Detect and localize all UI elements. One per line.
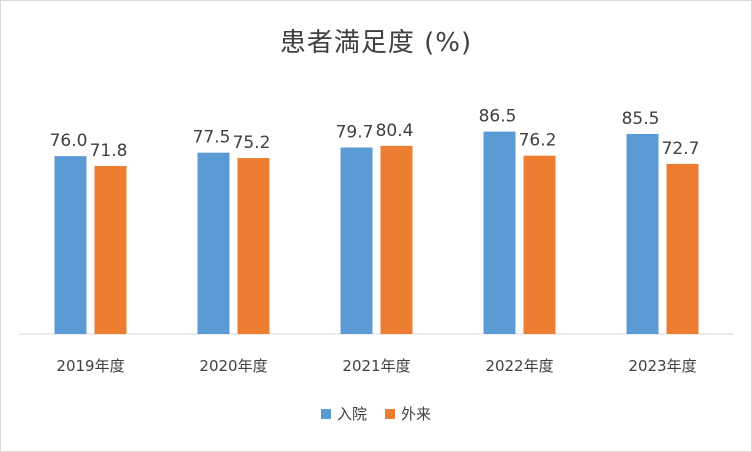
bar-outpatient-2 <box>380 145 413 334</box>
data-label-inpatient-2: 79.7 <box>336 123 374 143</box>
data-label-inpatient-4: 85.5 <box>622 109 660 129</box>
legend-item-outpatient: 外来 <box>385 403 431 424</box>
data-label-outpatient-4: 72.7 <box>662 139 700 159</box>
legend-label-inpatient: 入院 <box>336 405 367 423</box>
x-tick-label-3: 2022年度 <box>485 357 553 375</box>
bar-inpatient-4 <box>626 133 659 334</box>
bar-outpatient-3 <box>523 155 556 334</box>
bar-outpatient-4 <box>666 163 699 334</box>
data-label-inpatient-0: 76.0 <box>50 131 88 151</box>
x-tick-label-1: 2020年度 <box>199 357 267 375</box>
bar-inpatient-2 <box>340 147 373 334</box>
data-label-inpatient-1: 77.5 <box>193 128 231 148</box>
data-label-outpatient-1: 75.2 <box>233 133 271 153</box>
bar-inpatient-0 <box>54 156 87 334</box>
x-tick-label-0: 2019年度 <box>56 357 124 375</box>
bar-inpatient-3 <box>483 131 516 334</box>
legend-swatch-outpatient <box>385 408 395 419</box>
legend-swatch-inpatient <box>320 408 331 419</box>
x-tick-label-2: 2021年度 <box>342 357 410 375</box>
legend: 入院 外来 <box>0 403 752 424</box>
bar-inpatient-1 <box>197 152 230 334</box>
data-label-outpatient-0: 71.8 <box>90 141 128 161</box>
bar-outpatient-1 <box>237 158 270 334</box>
legend-label-outpatient: 外来 <box>401 405 432 423</box>
bar-outpatient-0 <box>94 165 127 334</box>
data-label-inpatient-3: 86.5 <box>479 107 517 127</box>
data-label-outpatient-3: 76.2 <box>519 131 557 151</box>
data-label-outpatient-2: 80.4 <box>376 121 414 141</box>
chart-title: 患者満足度 (%) <box>279 28 473 58</box>
legend-item-inpatient: 入院 <box>320 403 367 424</box>
x-tick-label-4: 2023年度 <box>628 357 696 375</box>
